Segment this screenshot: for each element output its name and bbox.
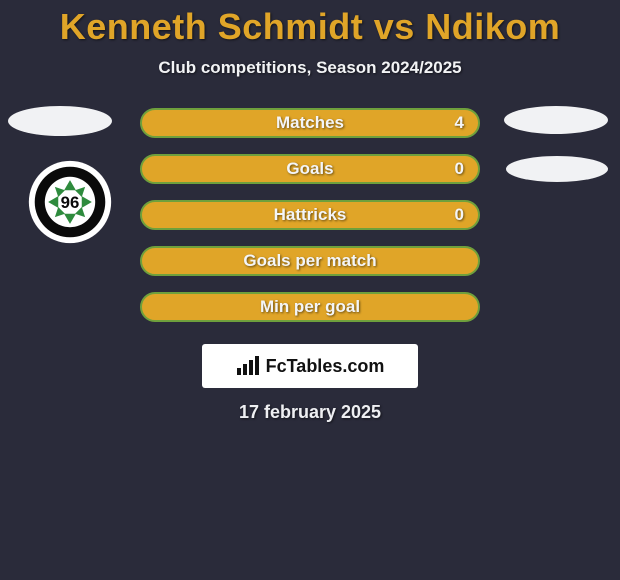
stat-bar-hattricks: Hattricks 0	[140, 200, 480, 230]
stat-value: 0	[455, 159, 464, 179]
infographic-root: Kenneth Schmidt vs Ndikom Club competiti…	[0, 0, 620, 580]
bar-chart-icon	[236, 356, 260, 376]
stat-label: Goals	[286, 159, 333, 179]
subtitle: Club competitions, Season 2024/2025	[158, 58, 461, 78]
stat-label: Goals per match	[243, 251, 376, 271]
stat-label: Hattricks	[274, 205, 347, 225]
mid-section: 96 Matches 4 Goals 0 Hattricks 0 Goals p…	[0, 108, 620, 322]
player-right-avatar-placeholder-1	[504, 106, 608, 134]
generated-date: 17 february 2025	[239, 402, 381, 423]
watermark-text: FcTables.com	[266, 356, 385, 377]
stat-bar-goals: Goals 0	[140, 154, 480, 184]
club-badge-icon: 96	[28, 160, 112, 244]
player-right-avatar-placeholder-2	[506, 156, 608, 182]
stat-label: Matches	[276, 113, 344, 133]
page-title: Kenneth Schmidt vs Ndikom	[60, 6, 561, 48]
watermark-badge: FcTables.com	[202, 344, 418, 388]
stat-label: Min per goal	[260, 297, 360, 317]
stat-bar-matches: Matches 4	[140, 108, 480, 138]
stat-bar-goals-per-match: Goals per match	[140, 246, 480, 276]
stat-bar-min-per-goal: Min per goal	[140, 292, 480, 322]
player-left-avatar-placeholder	[8, 106, 112, 136]
stat-value: 4	[455, 113, 464, 133]
stat-bars: Matches 4 Goals 0 Hattricks 0 Goals per …	[140, 108, 480, 322]
stat-value: 0	[455, 205, 464, 225]
badge-number: 96	[61, 193, 80, 212]
